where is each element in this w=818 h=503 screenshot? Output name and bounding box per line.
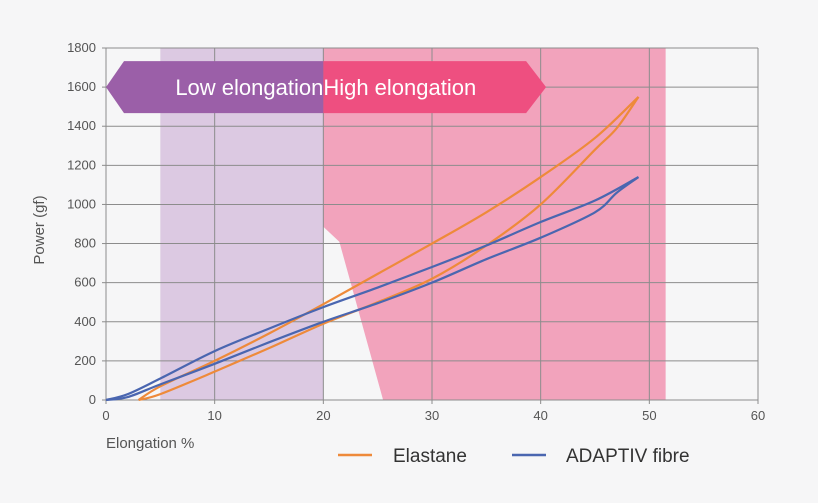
legend-label-adaptiv: ADAPTIV fibre bbox=[566, 446, 690, 467]
zone-label-high: High elongation bbox=[323, 75, 476, 100]
y-tick-label-1000: 1000 bbox=[67, 196, 96, 211]
zone-high-elongation bbox=[323, 48, 666, 400]
series-layer bbox=[105, 96, 640, 402]
arrow-high-elongation bbox=[323, 61, 547, 114]
x-tick-label-0: 0 bbox=[102, 408, 109, 423]
series-elastane-unloading-line bbox=[138, 96, 640, 402]
x-tick-label-30: 30 bbox=[425, 408, 439, 423]
y-tick-label-1600: 1600 bbox=[67, 79, 96, 94]
y-tick-label-600: 600 bbox=[74, 275, 96, 290]
series-adaptiv-fibre-loading-line bbox=[105, 176, 639, 402]
x-axis-title: Elongation % bbox=[106, 435, 194, 452]
arrows-layer: Low elongation High elongation bbox=[106, 61, 547, 114]
y-tick-label-200: 200 bbox=[74, 353, 96, 368]
series-elastane-loading-line bbox=[137, 96, 640, 401]
y-tick-label-400: 400 bbox=[74, 314, 96, 329]
x-tick-label-10: 10 bbox=[207, 408, 221, 423]
y-tick-label-0: 0 bbox=[89, 392, 96, 407]
legend: Elastane ADAPTIV fibre bbox=[338, 446, 690, 467]
series-adaptiv-fibre-unloading-line bbox=[105, 176, 640, 402]
arrow-low-elongation bbox=[106, 61, 324, 114]
y-tick-label-800: 800 bbox=[74, 236, 96, 251]
y-axis-title: Power (gf) bbox=[31, 195, 48, 264]
y-tick-label-1400: 1400 bbox=[67, 118, 96, 133]
zone-label-low: Low elongation bbox=[175, 75, 323, 100]
x-tick-label-20: 20 bbox=[316, 408, 330, 423]
x-tick-label-50: 50 bbox=[642, 408, 656, 423]
y-tick-label-1800: 1800 bbox=[67, 40, 96, 55]
axes-layer: 0 200 400 600 800 1000 1200 1400 1600 1800 0 10 20 30… bbox=[67, 40, 765, 423]
legend-label-elastane: Elastane bbox=[393, 446, 467, 467]
x-tick-label-60: 60 bbox=[751, 408, 765, 423]
y-tick-label-1200: 1200 bbox=[67, 157, 96, 172]
x-tick-label-40: 40 bbox=[533, 408, 547, 423]
